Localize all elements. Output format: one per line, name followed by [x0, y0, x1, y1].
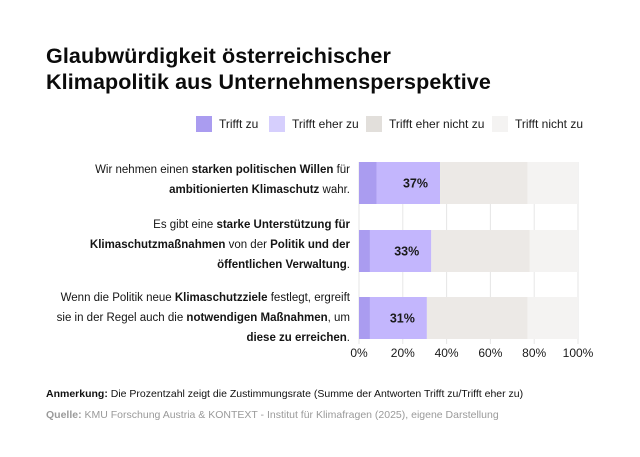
footnote: Anmerkung: Die Prozentzahl zeigt die Zus…	[46, 388, 523, 400]
bar-row1-trifft-eher-nicht-zu	[440, 162, 528, 204]
legend-item-trifft-eher-zu: Trifft eher zu	[269, 115, 359, 133]
row-label-segment: notwendigen Maßnahmen	[186, 312, 328, 324]
footnote-label: Anmerkung:	[46, 388, 108, 400]
x-tick-label-0: 0%	[350, 346, 368, 360]
footnote-text: Die Prozentzahl zeigt die Zustimmungsrat…	[107, 388, 524, 400]
legend-label-trifft-nicht-zu: Trifft nicht zu	[515, 117, 584, 131]
legend: Trifft zu Trifft eher zu Trifft eher nic…	[0, 115, 640, 133]
legend-item-trifft-zu: Trifft zu	[196, 115, 258, 133]
x-axis-ticks: 0% 20% 40% 60% 80% 100%	[350, 346, 593, 360]
row-label-segment: .	[346, 259, 350, 271]
bar-row1-trifft-nicht-zu	[527, 162, 578, 204]
data-labels: 37% 33% 31%	[390, 177, 428, 326]
x-tick-label-80: 80%	[522, 346, 546, 360]
row-label-segment: öffentlichen Verwaltung	[217, 259, 347, 271]
chart-title-line-2: Klimapolitik aus Unternehmensperspektive	[46, 70, 491, 94]
bar-row2-trifft-eher-nicht-zu	[431, 230, 530, 272]
data-label-row3: 31%	[390, 312, 415, 326]
legend-label-trifft-zu: Trifft zu	[219, 117, 259, 131]
x-tick-label-60: 60%	[478, 346, 502, 360]
bar-row3-trifft-eher-nicht-zu	[426, 297, 528, 339]
source-note: Quelle: KMU Forschung Austria & KONTEXT …	[46, 409, 499, 421]
row-label-segment: , um	[327, 312, 350, 324]
chart-title-line-1: Glaubwürdigkeit österreichischer	[46, 44, 391, 68]
row-label-segment: von der	[225, 239, 271, 251]
row-label-segment: ambitionierten Klimaschutz	[169, 184, 320, 196]
row-label-segment: wahr.	[319, 184, 351, 196]
row-label-segment: starken politischen Willen	[191, 164, 334, 176]
bar-row2-trifft-nicht-zu	[529, 230, 578, 272]
source-text: KMU Forschung Austria & KONTEXT - Instit…	[81, 409, 499, 421]
legend-swatch-trifft-zu	[196, 116, 212, 132]
bar-row3-trifft-eher-zu	[369, 297, 427, 339]
row-label-segment: Politik und der	[270, 239, 350, 251]
source-label: Quelle:	[46, 409, 82, 421]
row-label-segment: Wir nehmen einen	[95, 164, 192, 176]
data-label-row1: 37%	[403, 177, 428, 191]
row-label-segment: Klimaschutzmaßnahmen	[89, 239, 226, 251]
row-label-segment: starke Unterstützung für	[216, 219, 350, 231]
bar-row1-trifft-zu	[359, 162, 377, 204]
x-tick-label-20: 20%	[391, 346, 415, 360]
row-label-segment: diese zu erreichen	[246, 332, 347, 344]
legend-swatch-trifft-eher-nicht-zu	[366, 116, 382, 132]
x-tick-label-100: 100%	[563, 346, 594, 360]
row-label-segment: Klimaschutzziele	[174, 292, 268, 304]
bar-row1-trifft-eher-zu	[376, 162, 441, 204]
x-tick-label-40: 40%	[435, 346, 459, 360]
row-label-segment: festlegt, ergreift	[267, 292, 350, 304]
row-label-segment: Es gibt eine	[153, 219, 217, 231]
row-label-2: Es gibt eine starke Unterstützung für Kli…	[30, 215, 350, 275]
row-label-segment: .	[346, 332, 350, 344]
bar-row3-trifft-zu	[359, 297, 370, 339]
legend-swatch-trifft-nicht-zu	[492, 116, 508, 132]
legend-item-trifft-nicht-zu: Trifft nicht zu	[492, 115, 583, 133]
bar-row2-trifft-eher-zu	[369, 230, 432, 272]
data-label-row2: 33%	[394, 245, 419, 259]
row-label-segment: für	[333, 164, 350, 176]
row-label-segment: Wenn die Politik neue	[60, 292, 175, 304]
row-label-3: Wenn die Politik neue Klimaschutzziele f…	[30, 288, 350, 348]
bar-row3-trifft-nicht-zu	[527, 297, 578, 339]
row-label-1: Wir nehmen einen starken politischen Wil…	[30, 160, 350, 200]
bar-row2-trifft-zu	[359, 230, 370, 272]
legend-item-trifft-eher-nicht-zu: Trifft eher nicht zu	[366, 115, 484, 133]
legend-swatch-trifft-eher-zu	[269, 116, 285, 132]
chart-title: Glaubwürdigkeit österreichischer Klimapo…	[46, 43, 606, 95]
legend-label-trifft-eher-nicht-zu: Trifft eher nicht zu	[389, 117, 485, 131]
legend-label-trifft-eher-zu: Trifft eher zu	[292, 117, 359, 131]
row-label-segment: sie in der Regel auch die	[56, 312, 187, 324]
bars	[359, 162, 578, 339]
